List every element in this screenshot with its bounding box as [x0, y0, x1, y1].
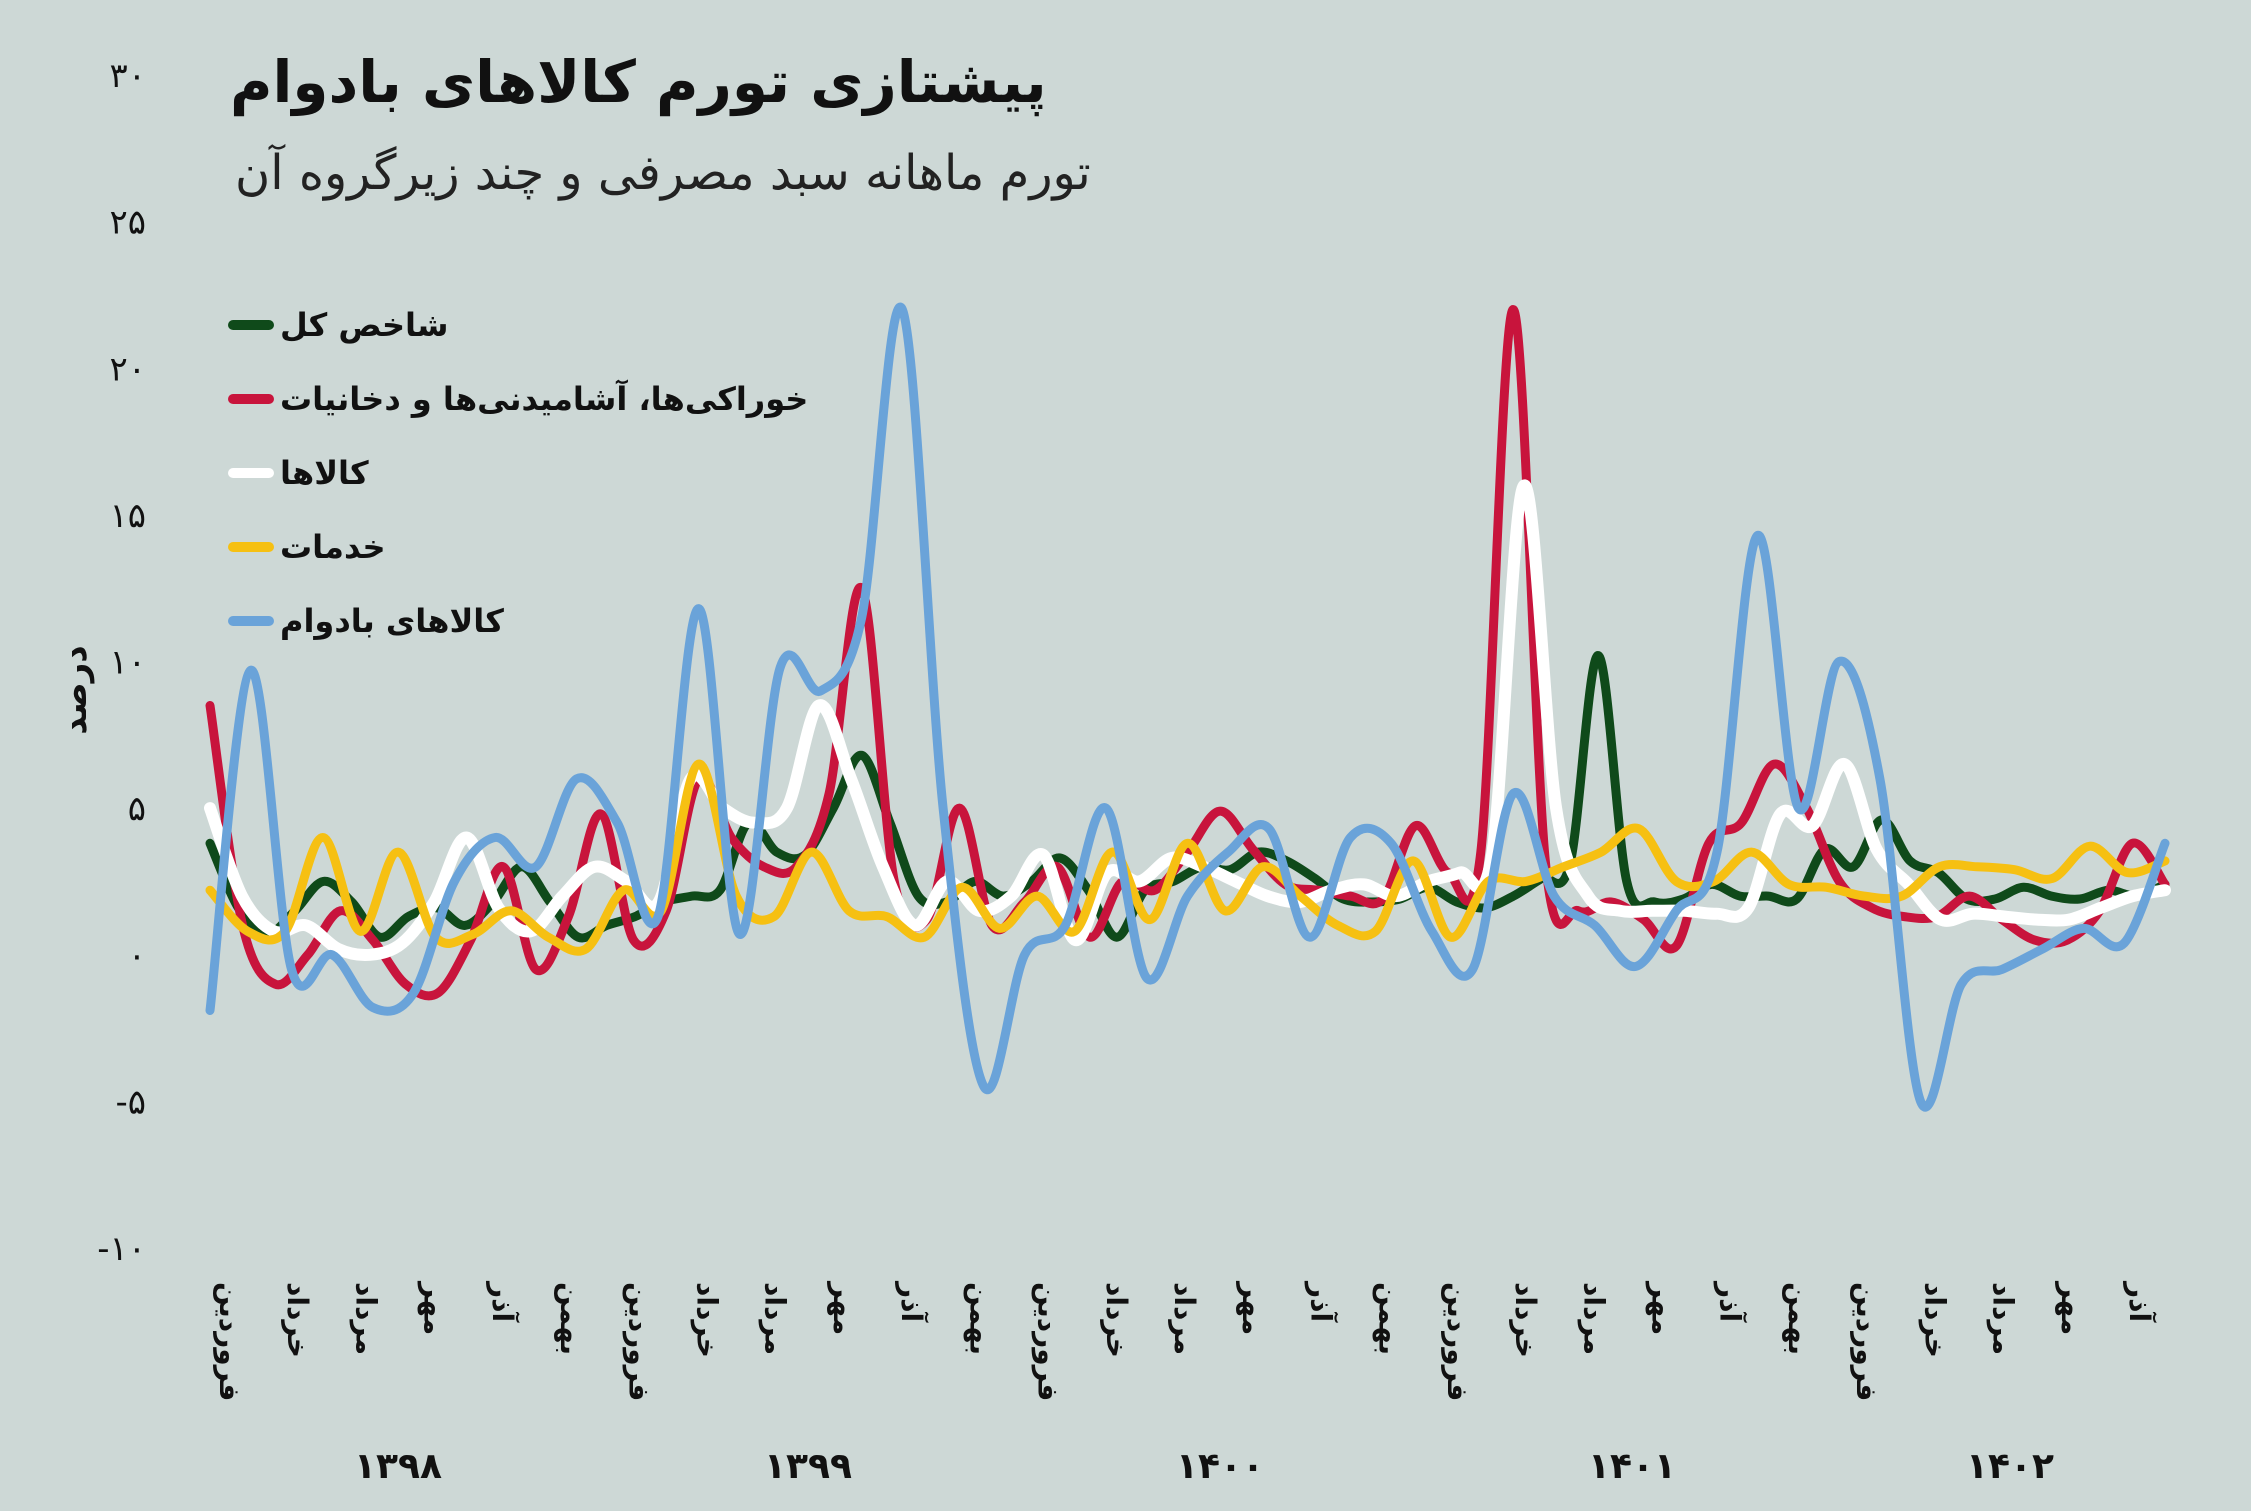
x-tick-label: مهر	[827, 1280, 860, 1335]
year-label: ۱۳۹۹	[764, 1446, 852, 1487]
x-tick-label: فروردین	[213, 1282, 246, 1401]
x-tick-label: فروردین	[622, 1282, 655, 1401]
y-tick-label: ۳۰	[109, 56, 146, 96]
y-tick-label: -۱۰	[97, 1229, 146, 1269]
x-tick-label: بهمن	[963, 1282, 996, 1355]
legend-swatch	[228, 542, 274, 552]
x-tick-label: مهر	[418, 1280, 451, 1335]
year-label: ۱۴۰۱	[1588, 1446, 1676, 1487]
x-tick-label: فروردین	[1032, 1282, 1065, 1401]
x-tick-label: مهر	[1646, 1280, 1679, 1335]
x-tick-label: خرداد	[1918, 1282, 1951, 1358]
legend-label: خدمات	[280, 528, 386, 566]
x-tick-label: آذر	[2123, 1280, 2157, 1323]
y-tick-label: -۵	[115, 1082, 146, 1122]
chart-title: پیشتازی تورم کالاهای بادوام	[230, 48, 1047, 116]
x-tick-label: آذر	[895, 1280, 929, 1323]
year-label: ۱۴۰۰	[1176, 1446, 1264, 1487]
y-tick-label: ۲۵	[109, 203, 146, 243]
x-tick-label: بهمن	[1373, 1282, 1406, 1355]
x-tick-label: آذر	[486, 1280, 520, 1323]
x-tick-label: مرداد	[1987, 1282, 2020, 1355]
y-tick-label: ۲۰	[109, 349, 146, 389]
x-tick-label: مرداد	[349, 1282, 382, 1355]
x-tick-label: بهمن	[1782, 1282, 1815, 1355]
legend-swatch	[228, 468, 274, 478]
legend-swatch	[228, 394, 274, 404]
x-tick-label: خرداد	[281, 1282, 314, 1358]
y-tick-label: ۱۵	[109, 496, 146, 536]
x-tick-label: مرداد	[759, 1282, 792, 1355]
legend-item: خدمات	[228, 510, 808, 584]
legend-label: کالاها	[280, 454, 369, 492]
legend-item: کالاهای بادوام	[228, 584, 808, 658]
x-tick-label: آذر	[1714, 1280, 1748, 1323]
legend-label: خوراکی‌ها، آشامیدنی‌ها و دخانیات	[280, 380, 809, 418]
y-tick-label: ۵	[128, 789, 146, 829]
year-label: ۱۴۰۲	[1966, 1446, 2054, 1487]
series-line	[205, 302, 2170, 1112]
legend-item: خوراکی‌ها، آشامیدنی‌ها و دخانیات	[228, 362, 808, 436]
legend-label: شاخص کل	[280, 306, 449, 344]
legend-swatch	[228, 616, 274, 626]
x-tick-label: مرداد	[1577, 1282, 1610, 1355]
x-tick-label: آذر	[1304, 1280, 1338, 1323]
legend-swatch	[228, 320, 274, 330]
x-tick-label: خرداد	[1509, 1282, 1542, 1358]
x-tick-label: مهر	[2055, 1280, 2088, 1335]
series-line	[205, 759, 2170, 956]
x-tick-label: خرداد	[1100, 1282, 1133, 1358]
x-tick-label: بهمن	[554, 1282, 587, 1355]
legend-item: کالاها	[228, 436, 808, 510]
chart-subtitle: تورم ماهانه سبد مصرفی و چند زیرگروه آن	[235, 145, 1091, 201]
x-tick-label: فروردین	[1850, 1282, 1883, 1401]
legend-label: کالاهای بادوام	[280, 602, 504, 640]
legend-item: شاخص کل	[228, 288, 808, 362]
y-tick-label: ۱۰	[109, 643, 146, 683]
x-tick-label: مهر	[1236, 1280, 1269, 1335]
legend: شاخص کل خوراکی‌ها، آشامیدنی‌ها و دخانیات…	[228, 288, 808, 658]
x-tick-label: خرداد	[691, 1282, 724, 1358]
x-tick-label: مرداد	[1168, 1282, 1201, 1355]
y-tick-label: ۰	[128, 936, 146, 976]
x-tick-label: فروردین	[1441, 1282, 1474, 1401]
year-label: ۱۳۹۸	[354, 1446, 442, 1487]
y-axis-label: درصد	[54, 645, 95, 735]
